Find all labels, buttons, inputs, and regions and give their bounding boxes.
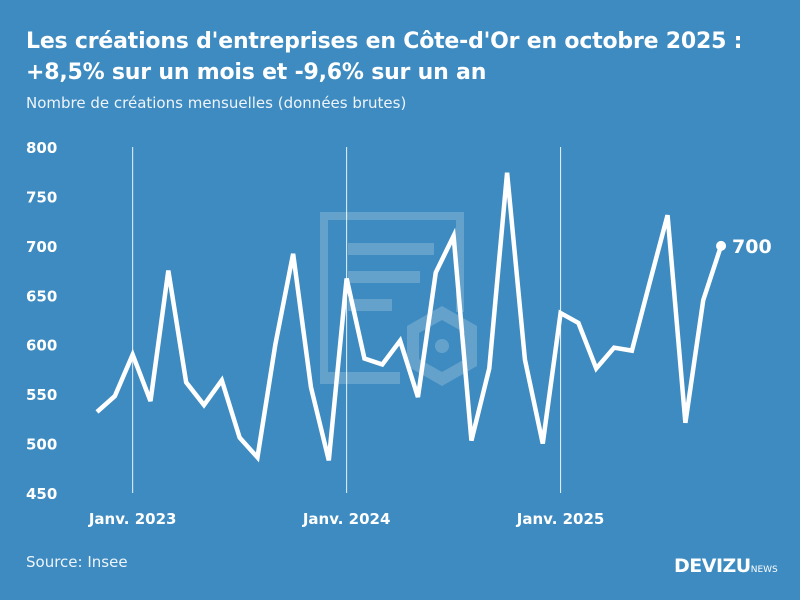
- y-tick-label: 650: [26, 287, 57, 305]
- chart-title: Les créations d'entreprises en Côte-d'Or…: [26, 26, 742, 88]
- end-value-label: 700: [732, 236, 772, 258]
- x-tick-label: Janv. 2024: [302, 510, 391, 528]
- logo-suffix: NEWS: [750, 565, 778, 575]
- y-tick-label: 800: [26, 139, 57, 157]
- y-tick-label: 600: [26, 337, 57, 355]
- end-point-marker: [716, 240, 727, 251]
- y-tick-label: 500: [26, 436, 57, 454]
- y-tick-label: 550: [26, 386, 57, 404]
- y-tick-label: 700: [26, 238, 57, 256]
- series-line: [95, 172, 724, 463]
- devizu-logo: DEVIZUNEWS: [674, 555, 778, 577]
- y-tick-label: 750: [26, 188, 57, 206]
- x-tick-label: Janv. 2023: [88, 510, 177, 528]
- chart-subtitle: Nombre de créations mensuelles (données …: [26, 94, 407, 112]
- logo-main: DEVIZU: [674, 555, 751, 577]
- title-line-1: Les créations d'entreprises en Côte-d'Or…: [26, 29, 743, 54]
- source-note: Source: Insee: [26, 553, 128, 571]
- y-tick-label: 450: [26, 485, 57, 503]
- x-tick-label: Janv. 2025: [516, 510, 605, 528]
- title-line-2: +8,5% sur un mois et -9,6% sur un an: [26, 60, 487, 85]
